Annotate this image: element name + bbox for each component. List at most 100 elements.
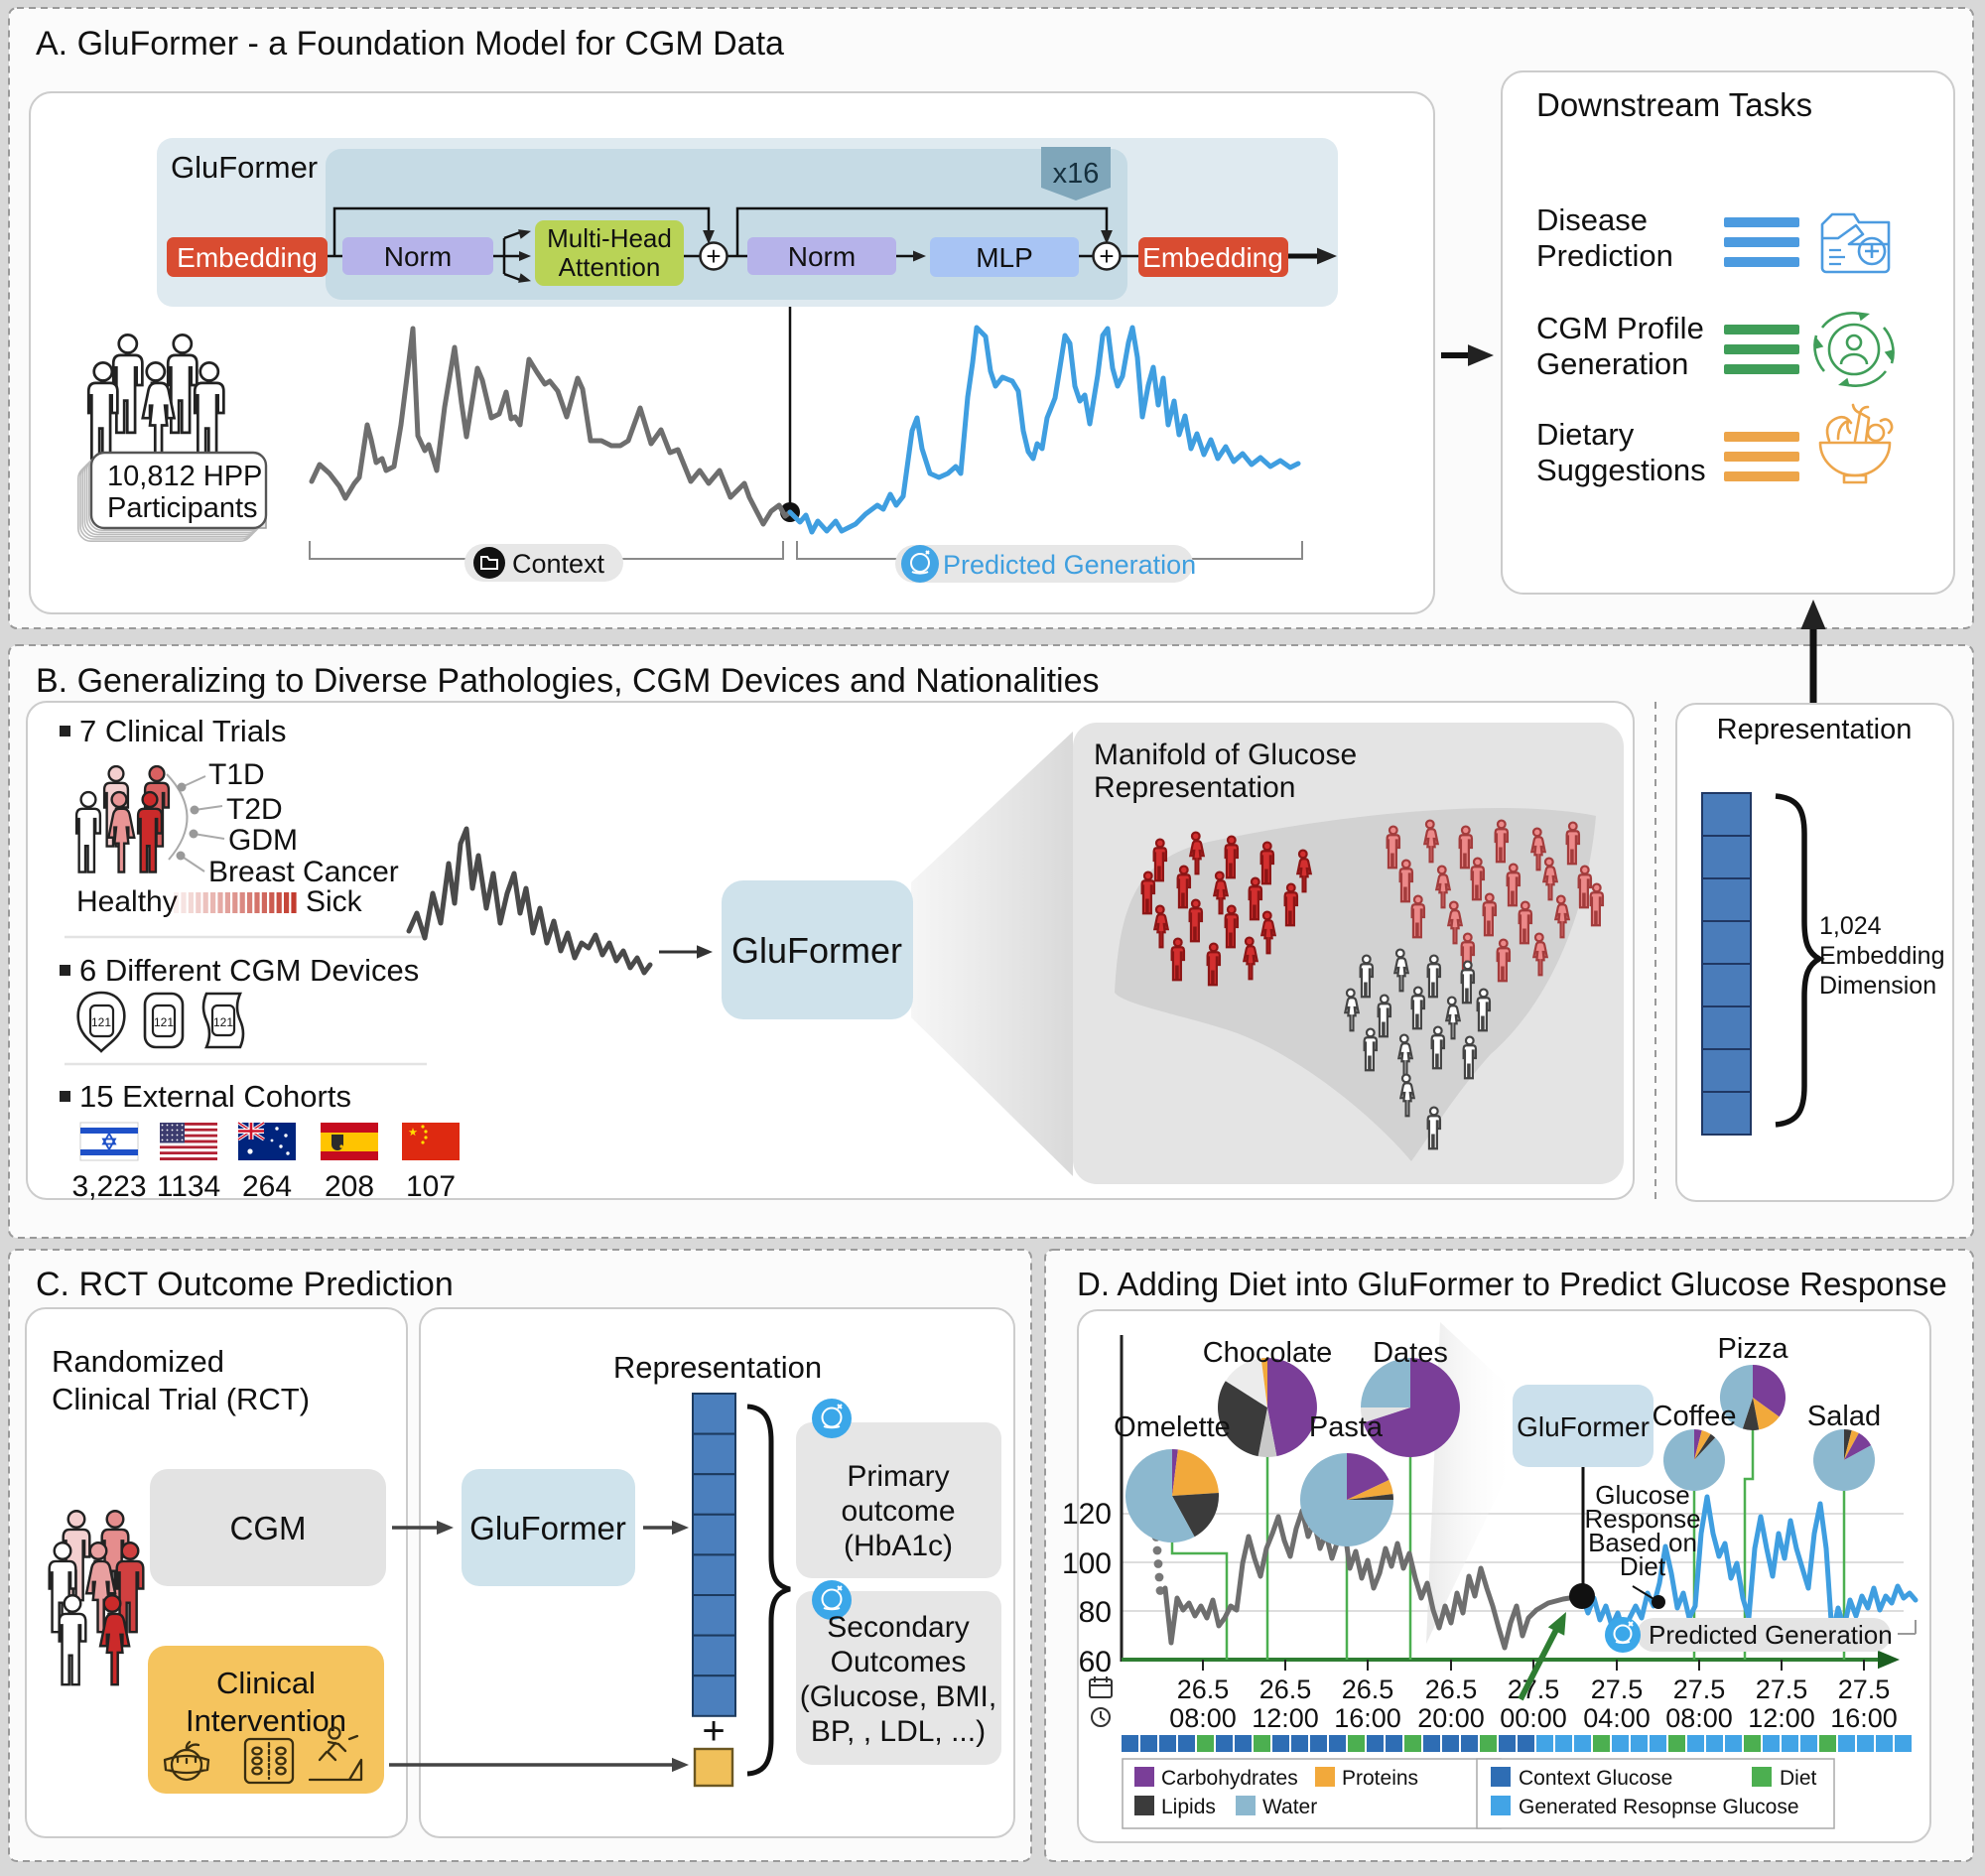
svg-text:1134: 1134 bbox=[157, 1170, 221, 1203]
svg-text:26.5: 26.5 bbox=[1342, 1675, 1394, 1704]
svg-text:26.5: 26.5 bbox=[1425, 1675, 1478, 1704]
svg-text:Dietary: Dietary bbox=[1536, 417, 1635, 452]
svg-text:Representation: Representation bbox=[1717, 714, 1913, 745]
svg-text:Generation: Generation bbox=[1536, 346, 1688, 381]
svg-text:GluFormer: GluFormer bbox=[1517, 1411, 1650, 1442]
svg-text:Multi-Head: Multi-Head bbox=[547, 223, 672, 253]
svg-text:Based on: Based on bbox=[1588, 1528, 1697, 1557]
svg-text:16:00: 16:00 bbox=[1830, 1703, 1898, 1733]
svg-text:CGM: CGM bbox=[230, 1510, 307, 1546]
svg-text:Primary: Primary bbox=[847, 1460, 949, 1493]
svg-text:Representation: Representation bbox=[1094, 771, 1295, 804]
svg-text:27.5: 27.5 bbox=[1838, 1675, 1891, 1704]
svg-text:Salad: Salad bbox=[1807, 1401, 1881, 1432]
svg-text:Sick: Sick bbox=[306, 885, 363, 918]
svg-text:outcome: outcome bbox=[841, 1495, 955, 1528]
svg-text:80: 80 bbox=[1079, 1596, 1112, 1629]
svg-text:GluFormer: GluFormer bbox=[469, 1510, 626, 1546]
svg-text:+: + bbox=[706, 241, 721, 271]
svg-text:Pizza: Pizza bbox=[1718, 1333, 1789, 1365]
svg-text:Norm: Norm bbox=[788, 241, 856, 272]
svg-text:Attention: Attention bbox=[559, 252, 661, 282]
svg-text:C. RCT Outcome Prediction: C. RCT Outcome Prediction bbox=[36, 1266, 454, 1303]
svg-text:Embedding: Embedding bbox=[1819, 942, 1944, 970]
svg-text:08:00: 08:00 bbox=[1169, 1703, 1237, 1733]
svg-text:12:00: 12:00 bbox=[1252, 1703, 1319, 1733]
svg-text:3,223: 3,223 bbox=[71, 1170, 146, 1203]
svg-text:+: + bbox=[1099, 241, 1114, 271]
svg-text:27.5: 27.5 bbox=[1673, 1675, 1726, 1704]
svg-text:60: 60 bbox=[1079, 1646, 1112, 1678]
svg-text:Breast Cancer: Breast Cancer bbox=[208, 856, 399, 888]
svg-text:Predicted Generation: Predicted Generation bbox=[943, 550, 1196, 580]
svg-text:100: 100 bbox=[1062, 1547, 1112, 1580]
svg-text:27.5: 27.5 bbox=[1756, 1675, 1808, 1704]
svg-text:(Glucose, BMI,: (Glucose, BMI, bbox=[800, 1680, 996, 1713]
svg-text:GluFormer: GluFormer bbox=[731, 930, 902, 971]
svg-text:04:00: 04:00 bbox=[1583, 1703, 1651, 1733]
svg-text:20:00: 20:00 bbox=[1417, 1703, 1485, 1733]
svg-text:(HbA1c): (HbA1c) bbox=[844, 1530, 953, 1562]
svg-text:08:00: 08:00 bbox=[1665, 1703, 1733, 1733]
svg-text:Water: Water bbox=[1262, 1796, 1317, 1818]
svg-text:121: 121 bbox=[213, 1015, 233, 1029]
svg-text:12:00: 12:00 bbox=[1748, 1703, 1815, 1733]
svg-text:Norm: Norm bbox=[384, 241, 452, 272]
svg-text:00:00: 00:00 bbox=[1500, 1703, 1567, 1733]
svg-text:Lipids: Lipids bbox=[1161, 1796, 1216, 1818]
svg-text:Dimension: Dimension bbox=[1819, 972, 1936, 1000]
svg-text:16:00: 16:00 bbox=[1334, 1703, 1401, 1733]
svg-text:x16: x16 bbox=[1053, 158, 1100, 190]
svg-text:Omelette: Omelette bbox=[1114, 1411, 1231, 1443]
svg-text:208: 208 bbox=[325, 1170, 374, 1203]
svg-text:Intervention: Intervention bbox=[186, 1703, 346, 1738]
svg-text:Participants: Participants bbox=[107, 492, 258, 524]
svg-text:Manifold of Glucose: Manifold of Glucose bbox=[1094, 738, 1357, 771]
svg-text:+: + bbox=[702, 1709, 725, 1753]
svg-text:Diet: Diet bbox=[1780, 1767, 1817, 1790]
svg-text:Suggestions: Suggestions bbox=[1536, 453, 1706, 487]
svg-text:Clinical: Clinical bbox=[216, 1666, 316, 1700]
svg-text:121: 121 bbox=[154, 1015, 174, 1029]
svg-text:120: 120 bbox=[1062, 1498, 1112, 1531]
svg-text:Response: Response bbox=[1584, 1504, 1700, 1534]
svg-text:Downstream Tasks: Downstream Tasks bbox=[1536, 86, 1812, 123]
svg-text:Chocolate: Chocolate bbox=[1203, 1337, 1333, 1369]
svg-text:Predicted Generation: Predicted Generation bbox=[1649, 1620, 1893, 1650]
svg-text:27.5: 27.5 bbox=[1591, 1675, 1644, 1704]
svg-text:Representation: Representation bbox=[613, 1350, 822, 1385]
svg-text:CGM Profile: CGM Profile bbox=[1536, 311, 1704, 345]
svg-text:264: 264 bbox=[242, 1170, 292, 1203]
svg-text:26.5: 26.5 bbox=[1177, 1675, 1230, 1704]
svg-text:Randomized: Randomized bbox=[52, 1344, 224, 1379]
svg-text:MLP: MLP bbox=[976, 242, 1033, 273]
svg-text:Secondary: Secondary bbox=[827, 1611, 969, 1644]
svg-text:Outcomes: Outcomes bbox=[831, 1646, 967, 1678]
svg-text:Context: Context bbox=[512, 549, 605, 579]
svg-text:GDM: GDM bbox=[228, 824, 298, 857]
svg-text:26.5: 26.5 bbox=[1259, 1675, 1312, 1704]
svg-text:B. Generalizing to Diverse Pat: B. Generalizing to Diverse Pathologies, … bbox=[36, 662, 1100, 700]
svg-text:Diet: Diet bbox=[1620, 1551, 1666, 1581]
svg-text:Carbohydrates: Carbohydrates bbox=[1161, 1767, 1298, 1790]
svg-text:121: 121 bbox=[91, 1015, 111, 1029]
svg-text:Proteins: Proteins bbox=[1342, 1767, 1418, 1790]
svg-text:Dates: Dates bbox=[1373, 1337, 1448, 1369]
svg-text:BP, , LDL, ...): BP, , LDL, ...) bbox=[811, 1715, 986, 1748]
svg-text:Context Glucose: Context Glucose bbox=[1519, 1767, 1672, 1790]
svg-text:15 External Cohorts: 15 External Cohorts bbox=[79, 1079, 351, 1114]
svg-text:D. Adding Diet into GluFormer: D. Adding Diet into GluFormer to Predict… bbox=[1077, 1266, 1947, 1302]
svg-text:T2D: T2D bbox=[226, 793, 283, 826]
svg-text:107: 107 bbox=[406, 1170, 456, 1203]
svg-text:Prediction: Prediction bbox=[1536, 238, 1673, 273]
svg-text:Disease: Disease bbox=[1536, 202, 1648, 237]
svg-text:T1D: T1D bbox=[208, 758, 265, 791]
svg-text:Healthy: Healthy bbox=[76, 885, 178, 918]
svg-text:Pasta: Pasta bbox=[1309, 1411, 1384, 1443]
svg-text:Glucose: Glucose bbox=[1595, 1480, 1689, 1510]
svg-text:Coffee: Coffee bbox=[1653, 1401, 1737, 1432]
svg-text:10,812 HPP: 10,812 HPP bbox=[107, 461, 262, 492]
svg-text:1,024: 1,024 bbox=[1819, 912, 1882, 940]
svg-text:Generated Resopnse Glucose: Generated Resopnse Glucose bbox=[1519, 1796, 1799, 1818]
svg-text:Embedding: Embedding bbox=[177, 242, 318, 273]
